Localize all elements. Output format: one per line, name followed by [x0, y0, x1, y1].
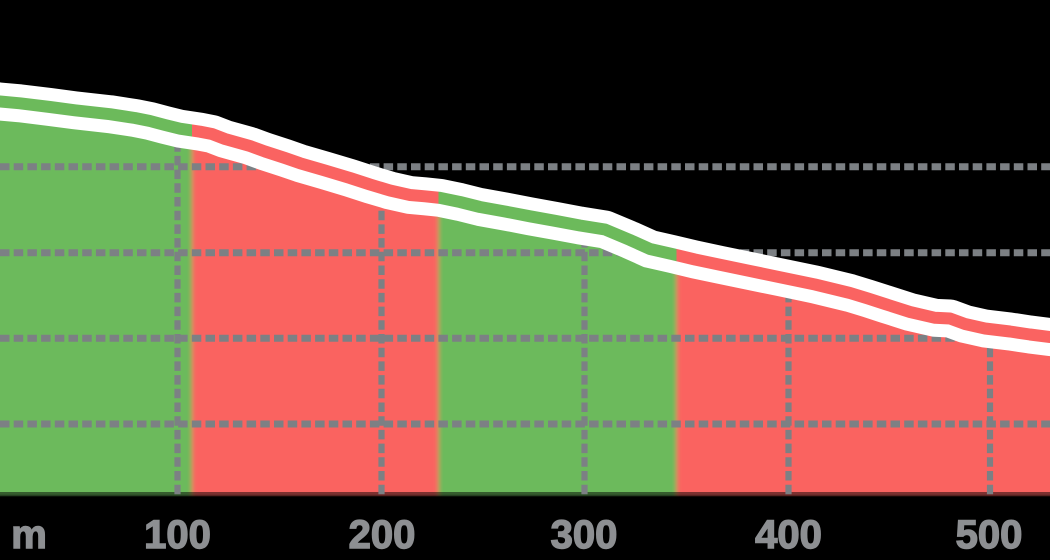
- svg-text:100: 100: [144, 513, 211, 557]
- svg-text:m: m: [11, 513, 47, 557]
- svg-text:400: 400: [755, 513, 822, 557]
- svg-text:300: 300: [551, 513, 618, 557]
- svg-text:500: 500: [956, 513, 1023, 557]
- svg-text:200: 200: [349, 513, 416, 557]
